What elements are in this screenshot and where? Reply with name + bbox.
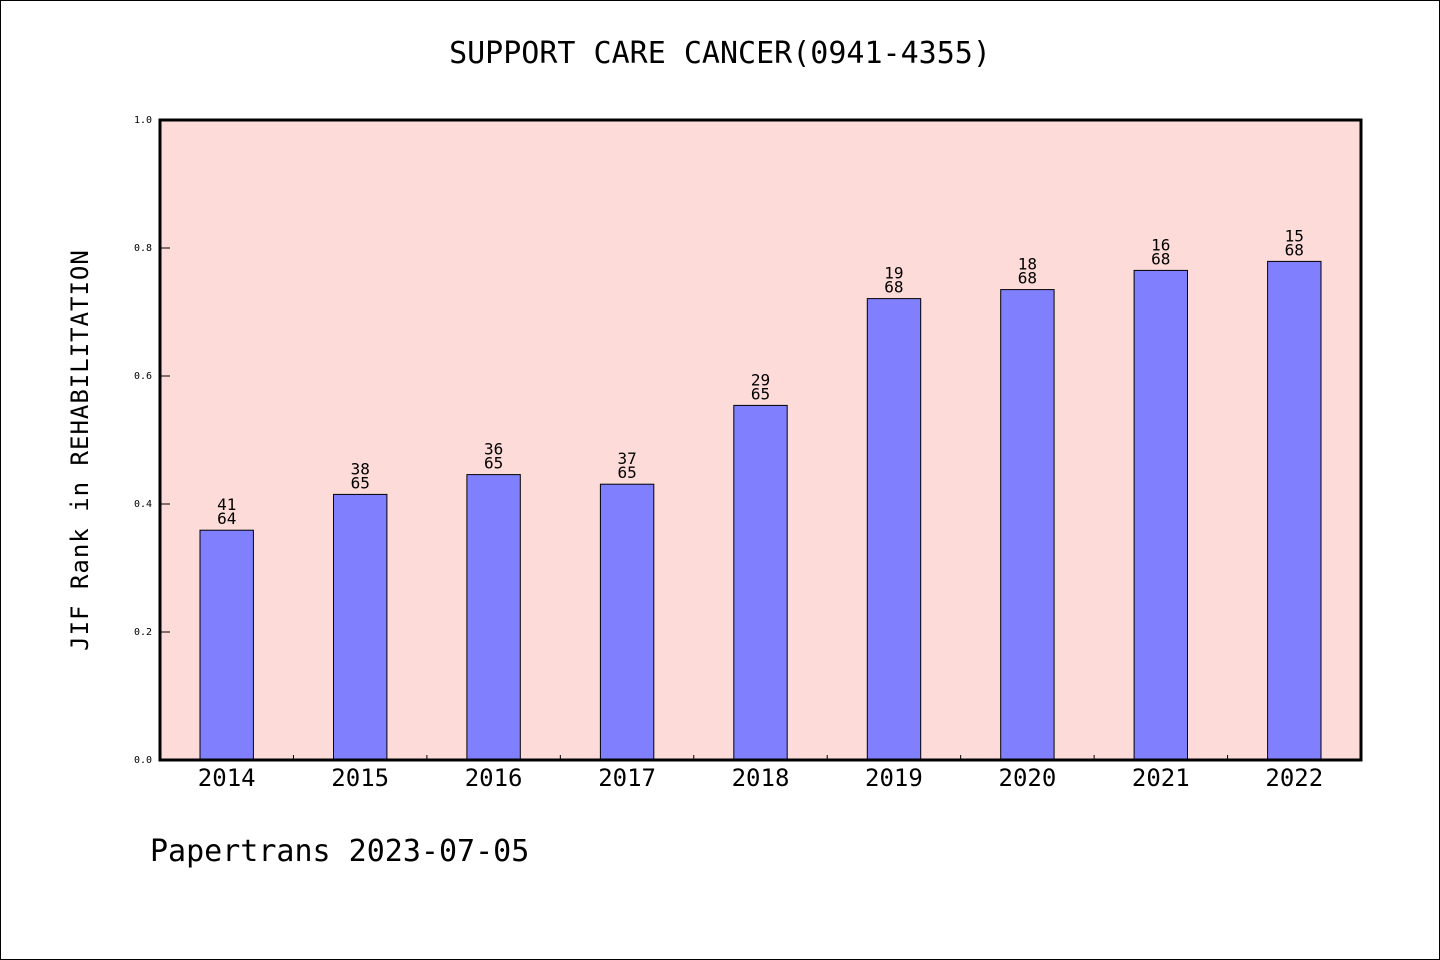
bar-2017 — [599, 483, 655, 761]
bar-2018 — [733, 404, 788, 761]
rank-label-2022: 15 — [1285, 226, 1304, 245]
total-label-2015: 65 — [351, 473, 370, 492]
total-label-2020: 68 — [1018, 269, 1037, 288]
y-axis-ticks: 0.0 0.2 0.4 0.6 0.8 1.0 — [134, 115, 170, 766]
rank-label-2019: 19 — [884, 264, 903, 283]
total-label-2022: 68 — [1285, 240, 1304, 259]
rank-label-2021: 16 — [1151, 235, 1170, 254]
total-label-2014: 64 — [217, 509, 236, 528]
y-tick-label: 0.0 — [134, 755, 152, 766]
y-tick-label: 0.8 — [134, 243, 152, 254]
x-tick-label-2019: 2019 — [865, 764, 923, 792]
bar-2020 — [1000, 289, 1055, 761]
rank-label-2018: 29 — [751, 370, 770, 389]
total-label-2016: 65 — [484, 454, 503, 473]
total-label-2021: 68 — [1151, 249, 1170, 268]
x-tick-label-2018: 2018 — [732, 764, 790, 792]
bars-layer — [199, 260, 1322, 761]
x-tick-label-2017: 2017 — [598, 764, 656, 792]
bar-2021 — [1133, 269, 1188, 761]
total-label-2019: 68 — [884, 278, 903, 297]
x-tick-label-2021: 2021 — [1132, 764, 1190, 792]
x-tick-label-2014: 2014 — [198, 764, 256, 792]
total-label-2018: 65 — [751, 384, 770, 403]
bar-2016 — [466, 474, 521, 761]
x-tick-label-2016: 2016 — [465, 764, 523, 792]
rank-label-2015: 38 — [351, 459, 370, 478]
total-label-2017: 65 — [617, 463, 636, 482]
y-tick-label: 0.6 — [134, 371, 152, 382]
x-tick-label-2020: 2020 — [999, 764, 1057, 792]
rank-label-2020: 18 — [1018, 255, 1037, 274]
y-tick-label: 0.4 — [134, 499, 152, 510]
x-tick-label-2022: 2022 — [1265, 764, 1323, 792]
chart-title: SUPPORT CARE CANCER(0941-4355) — [449, 36, 991, 71]
rank-label-2017: 37 — [617, 449, 636, 468]
plot-border — [158, 118, 1363, 762]
rank-label-2014: 41 — [217, 495, 236, 514]
bar-2019 — [866, 298, 922, 761]
bar-2014 — [199, 529, 254, 761]
y-tick-label: 0.2 — [134, 627, 152, 638]
footer-text: Papertrans 2023-07-05 — [150, 834, 530, 869]
rank-label-2016: 36 — [484, 440, 503, 459]
x-tick-label-2015: 2015 — [331, 764, 389, 792]
bar-2015 — [333, 493, 388, 761]
y-tick-label: 1.0 — [134, 115, 152, 126]
bar-2022 — [1267, 260, 1322, 761]
x-axis-ticks: 2014 2015 2016 2017 2018 2019 2020 2021 2022 — [198, 755, 1323, 792]
